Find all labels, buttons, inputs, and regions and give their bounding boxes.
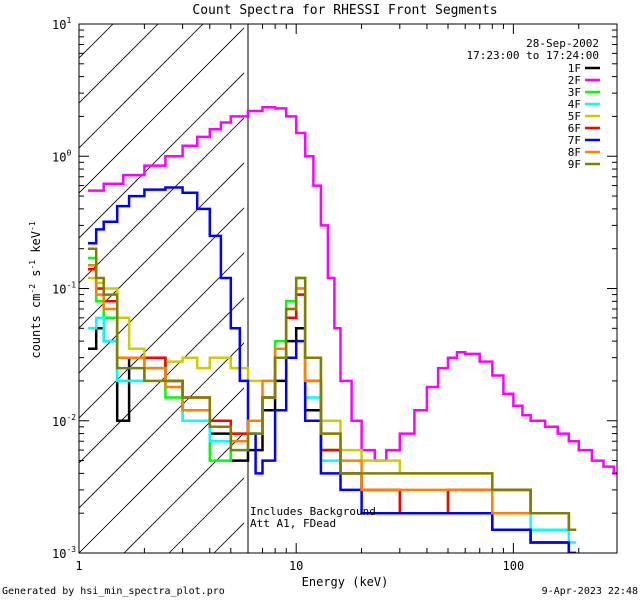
legend-label: 1F	[568, 62, 581, 75]
y-axis-ticks: 10-3 10-2 10-1 100 101	[52, 16, 617, 561]
attenuator-annotation: Att A1, FDead	[250, 517, 336, 530]
legend-label: 4F	[568, 98, 581, 111]
hatch-line	[79, 387, 244, 553]
x-tick-label: 1	[75, 559, 82, 573]
legend-label: 5F	[568, 110, 581, 123]
legend-label: 7F	[568, 134, 581, 147]
series-line-2f	[88, 105, 617, 475]
hatch-line	[79, 342, 244, 509]
hatch-line	[574, 0, 640, 553]
legend-label: 2F	[568, 74, 581, 87]
y-label-exp1: -2	[28, 284, 37, 294]
series-line-5f	[88, 276, 577, 531]
x-tick-label: 100	[503, 559, 525, 573]
hatch-line	[79, 162, 244, 329]
legend-label: 3F	[568, 86, 581, 99]
background-annotation: Includes Background	[250, 505, 376, 518]
y-tick-label: 10-3	[52, 545, 76, 561]
hatch-line	[79, 27, 244, 194]
y-tick-label: 10-2	[52, 413, 76, 429]
hatch-line	[349, 0, 640, 553]
hatch-line	[394, 0, 640, 553]
chart-title: Count Spectra for RHESSI Front Segments	[192, 3, 497, 18]
hatch-line	[0, 0, 94, 553]
legend-label: 9F	[568, 158, 581, 171]
hatch-line	[304, 0, 640, 553]
hatch-line	[529, 0, 640, 553]
hatch-line	[79, 117, 244, 284]
x-axis-label: Energy (keV)	[302, 575, 389, 589]
y-tick-label: 100	[52, 148, 71, 164]
hatch-line	[79, 24, 114, 59]
x-axis-ticks: 1 10 100	[75, 24, 618, 573]
y-axis-label: counts cm-2 s-1 keV-1	[28, 221, 43, 358]
x-tick-label: 10	[289, 559, 303, 573]
observation-date: 28-Sep-2002	[526, 37, 599, 50]
observation-time-range: 17:23:00 to 17:24:00	[467, 49, 599, 62]
hatch-line	[619, 0, 640, 553]
generated-by-footer: Generated by hsi_min_spectra_plot.pro	[2, 586, 225, 597]
timestamp-footer: 9-Apr-2023 22:48	[542, 586, 638, 597]
y-label-exp3: -1	[28, 221, 37, 231]
series-lines	[88, 105, 617, 553]
hatch-line	[79, 207, 244, 374]
hatch-line	[259, 0, 640, 553]
legend-label: 8F	[568, 146, 581, 159]
hatch-line	[0, 0, 4, 553]
hatch-line	[0, 0, 139, 553]
hatch-line	[79, 72, 244, 239]
legend-label: 6F	[568, 122, 581, 135]
hatch-line	[79, 24, 159, 104]
attenuator-hatch-region	[0, 0, 640, 553]
y-label-exp2: -1	[28, 260, 37, 270]
hatch-line	[439, 0, 640, 553]
y-label-main: counts cm	[29, 294, 43, 359]
hatch-line	[79, 297, 244, 464]
y-tick-label: 101	[52, 16, 71, 32]
series-line-7f	[88, 186, 577, 553]
hatch-line	[79, 24, 204, 149]
hatch-line	[79, 252, 244, 419]
y-label-end: keV	[29, 231, 43, 260]
hatch-line	[123, 432, 244, 553]
series-line-9f	[88, 247, 577, 531]
y-tick-label: 10-1	[52, 281, 76, 297]
y-label-mid: s	[29, 270, 43, 284]
